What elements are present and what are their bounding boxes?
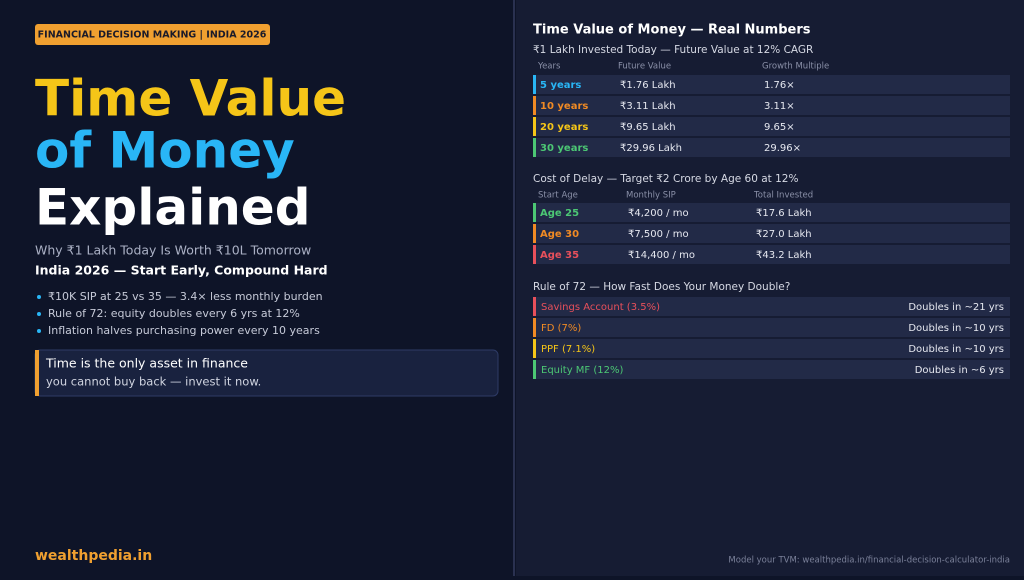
cell: 5 years (540, 80, 581, 91)
cell: ₹3.11 Lakh (620, 101, 676, 112)
bullet-dot (37, 312, 41, 316)
cell: ₹29.96 Lakh (620, 143, 682, 154)
cell: ₹43.2 Lakh (756, 250, 812, 261)
cell: Doubles in ~10 yrs (908, 323, 1004, 334)
section-title: Cost of Delay — Target ₹2 Crore by Age 6… (533, 173, 798, 185)
row-bg (533, 360, 1010, 379)
cell: ₹17.6 Lakh (756, 208, 812, 219)
badge (35, 24, 270, 45)
left-panel (0, 0, 512, 576)
row-bg (533, 224, 1010, 243)
cell: ₹1.76 Lakh (620, 80, 676, 91)
cell: FD (7%) (541, 323, 581, 334)
row-bg (533, 138, 1010, 157)
cell: Age 30 (540, 229, 579, 240)
cell: 3.11× (764, 101, 795, 112)
callout-accent (35, 350, 39, 396)
cell: ₹27.0 Lakh (756, 229, 812, 240)
bullet: Rule of 72: equity doubles every 6 yrs a… (48, 307, 300, 320)
bullet: ₹10K SIP at 25 vs 35 — 3.4× less monthly… (48, 290, 323, 303)
title-line: of Money (35, 122, 295, 180)
row-accent (533, 96, 536, 115)
column-header: Start Age (538, 191, 578, 201)
cell: PPF (7.1%) (541, 344, 595, 355)
row-accent (533, 224, 536, 243)
column-header: Monthly SIP (626, 191, 676, 201)
column-header: Growth Multiple (762, 62, 829, 72)
cell: Equity MF (12%) (541, 365, 623, 376)
section-title: ₹1 Lakh Invested Today — Future Value at… (533, 44, 813, 56)
column-header: Total Invested (753, 191, 813, 201)
cell: ₹4,200 / mo (628, 208, 689, 219)
title-line: Time Value (35, 70, 346, 128)
row-bg (533, 75, 1010, 94)
bullet-dot (37, 295, 41, 299)
title-line: Explained (35, 179, 311, 237)
cell: 29.96× (764, 143, 801, 154)
cell: ₹9.65 Lakh (620, 122, 676, 133)
cell: ₹14,400 / mo (628, 250, 695, 261)
cell: Doubles in ~21 yrs (908, 302, 1004, 313)
subtitle: Why ₹1 Lakh Today Is Worth ₹10L Tomorrow (35, 243, 311, 258)
row-accent (533, 117, 536, 136)
cell: Age 35 (540, 250, 579, 261)
footer: Model your TVM: wealthpedia.in/financial… (728, 556, 1010, 566)
cell: 1.76× (764, 80, 795, 91)
callout-text: you cannot buy back — invest it now. (46, 375, 261, 389)
row-accent (533, 339, 536, 358)
cell: 9.65× (764, 122, 795, 133)
row-accent (533, 75, 536, 94)
section-title: Rule of 72 — How Fast Does Your Money Do… (533, 281, 790, 293)
bullet-dot (37, 329, 41, 333)
cell: Doubles in ~6 yrs (915, 365, 1004, 376)
row-accent (533, 360, 536, 379)
callout-text: Time is the only asset in finance (45, 356, 248, 371)
row-accent (533, 318, 536, 337)
row-bg (533, 339, 1010, 358)
tagline: India 2026 — Start Early, Compound Hard (35, 263, 328, 278)
row-bg (533, 117, 1010, 136)
right-heading: Time Value of Money — Real Numbers (533, 23, 811, 38)
cell: 20 years (540, 122, 588, 133)
brand: wealthpedia.in (35, 548, 152, 564)
row-bg (533, 297, 1010, 316)
row-accent (533, 297, 536, 316)
cell: ₹7,500 / mo (628, 229, 689, 240)
row-accent (533, 138, 536, 157)
badge-text: FINANCIAL DECISION MAKING | INDIA 2026 (38, 30, 267, 41)
row-bg (533, 245, 1010, 264)
column-header: Years (537, 62, 561, 72)
cell: 10 years (540, 101, 588, 112)
cell: Age 25 (540, 208, 579, 219)
column-header: Future Value (618, 62, 671, 72)
row-bg (533, 203, 1010, 222)
cell: Doubles in ~10 yrs (908, 344, 1004, 355)
row-bg (533, 318, 1010, 337)
row-bg (533, 96, 1010, 115)
bullet: Inflation halves purchasing power every … (48, 324, 320, 337)
cell: Savings Account (3.5%) (541, 302, 660, 313)
row-accent (533, 203, 536, 222)
cell: 30 years (540, 143, 588, 154)
row-accent (533, 245, 536, 264)
